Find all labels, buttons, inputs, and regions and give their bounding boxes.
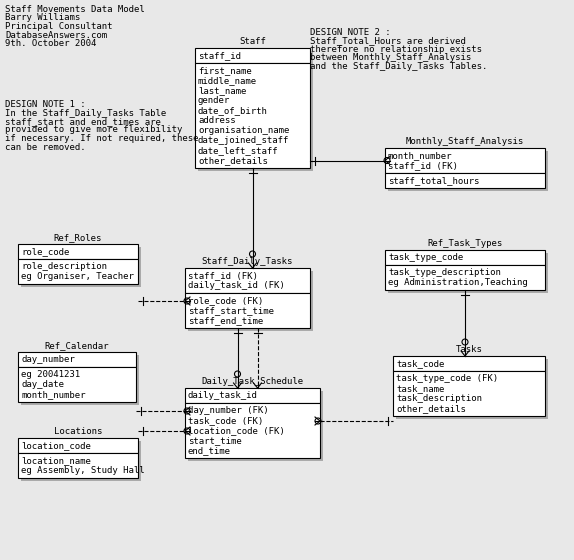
Text: task_code: task_code <box>396 359 444 368</box>
Text: In the Staff_Daily_Tasks Table: In the Staff_Daily_Tasks Table <box>5 109 166 118</box>
Bar <box>385 148 545 173</box>
Bar <box>385 173 545 188</box>
Text: staff_total_hours: staff_total_hours <box>388 176 479 185</box>
Text: and the Staff_Daily_Tasks Tables.: and the Staff_Daily_Tasks Tables. <box>310 62 487 71</box>
Text: DESIGN NOTE 1 :: DESIGN NOTE 1 : <box>5 100 86 109</box>
Bar <box>21 441 141 481</box>
Text: can be removed.: can be removed. <box>5 142 86 152</box>
Text: month_number: month_number <box>388 151 452 160</box>
Text: last_name: last_name <box>198 86 246 95</box>
Text: role_description: role_description <box>21 262 107 271</box>
Text: location_name: location_name <box>21 456 91 465</box>
Text: therefore no relationship exists: therefore no relationship exists <box>310 45 482 54</box>
Text: 9th. October 2004: 9th. October 2004 <box>5 39 96 48</box>
Text: day_date: day_date <box>21 380 64 389</box>
Text: task_code (FK): task_code (FK) <box>188 416 263 425</box>
Text: date_of_birth: date_of_birth <box>198 106 268 115</box>
Text: task_type_code (FK): task_type_code (FK) <box>396 374 498 383</box>
Bar <box>195 63 310 168</box>
Text: role_code: role_code <box>21 247 69 256</box>
Bar <box>21 355 139 405</box>
Text: address: address <box>198 116 235 125</box>
Bar <box>18 438 138 453</box>
Text: provided to give more flexibility: provided to give more flexibility <box>5 125 183 134</box>
Text: Ref_Calendar: Ref_Calendar <box>45 341 109 350</box>
Text: DESIGN NOTE 2 :: DESIGN NOTE 2 : <box>310 28 391 37</box>
Text: eg Assembly, Study Hall: eg Assembly, Study Hall <box>21 466 145 475</box>
Bar <box>185 293 310 328</box>
Text: staff_id (FK): staff_id (FK) <box>188 271 258 280</box>
Text: Staff_Total_Hours are derived: Staff_Total_Hours are derived <box>310 36 466 45</box>
Text: task_description: task_description <box>396 394 482 403</box>
Text: day_number (FK): day_number (FK) <box>188 406 269 415</box>
Bar <box>18 453 138 478</box>
Text: Staff_Daily_Tasks: Staff_Daily_Tasks <box>202 257 293 266</box>
Bar <box>185 403 320 458</box>
Bar <box>188 271 313 331</box>
Text: end_time: end_time <box>188 446 231 455</box>
Text: Staff: Staff <box>239 37 266 46</box>
Text: staff_id (FK): staff_id (FK) <box>388 161 458 170</box>
Text: Ref_Roles: Ref_Roles <box>54 233 102 242</box>
Text: gender: gender <box>198 96 230 105</box>
Text: first_name: first_name <box>198 66 252 75</box>
Text: other_details: other_details <box>198 156 268 165</box>
Text: task_type_description: task_type_description <box>388 268 501 277</box>
Text: if necessary. If not required, these: if necessary. If not required, these <box>5 134 199 143</box>
Text: Daily_Task_Schedule: Daily_Task_Schedule <box>201 377 304 386</box>
Text: staff_start_time: staff_start_time <box>188 306 274 315</box>
Bar <box>388 151 548 191</box>
Bar <box>195 48 310 63</box>
Text: Ref_Task_Types: Ref_Task_Types <box>428 239 503 248</box>
Bar <box>385 265 545 290</box>
Bar <box>393 371 545 416</box>
Text: month_number: month_number <box>21 390 86 399</box>
Bar <box>188 391 323 461</box>
Text: start_time: start_time <box>188 436 242 445</box>
Text: location_code (FK): location_code (FK) <box>188 426 285 435</box>
Text: middle_name: middle_name <box>198 76 257 85</box>
Bar <box>198 51 313 171</box>
Text: daily_task_id (FK): daily_task_id (FK) <box>188 281 285 290</box>
Text: role_code (FK): role_code (FK) <box>188 296 263 305</box>
Bar <box>18 352 136 367</box>
Text: eg Administration,Teaching: eg Administration,Teaching <box>388 278 528 287</box>
Text: Locations: Locations <box>54 427 102 436</box>
Text: date_joined_staff: date_joined_staff <box>198 136 289 145</box>
Text: staff_id: staff_id <box>198 51 241 60</box>
Bar <box>185 388 320 403</box>
Text: between Monthly_Staff_Analysis: between Monthly_Staff_Analysis <box>310 54 471 63</box>
Bar <box>18 259 138 284</box>
Text: Staff Movements Data Model: Staff Movements Data Model <box>5 5 145 14</box>
Bar <box>21 247 141 287</box>
Text: day_number: day_number <box>21 355 75 364</box>
Text: staff_start and end_times are: staff_start and end_times are <box>5 117 161 126</box>
Bar <box>388 253 548 293</box>
Text: task_type_code: task_type_code <box>388 253 463 262</box>
Text: task_name: task_name <box>396 384 444 393</box>
Text: date_left_staff: date_left_staff <box>198 146 278 155</box>
Text: Principal Consultant: Principal Consultant <box>5 22 113 31</box>
Bar <box>396 359 548 419</box>
Bar <box>393 356 545 371</box>
Text: Monthly_Staff_Analysis: Monthly_Staff_Analysis <box>406 137 524 146</box>
Text: daily_task_id: daily_task_id <box>188 391 258 400</box>
Bar <box>185 268 310 293</box>
Bar <box>18 367 136 402</box>
Text: eg 20041231: eg 20041231 <box>21 370 80 379</box>
Text: staff_end_time: staff_end_time <box>188 316 263 325</box>
Text: organisation_name: organisation_name <box>198 126 289 135</box>
Text: DatabaseAnswers.com: DatabaseAnswers.com <box>5 30 107 40</box>
Bar <box>18 244 138 259</box>
Bar <box>385 250 545 265</box>
Text: Tasks: Tasks <box>456 345 482 354</box>
Text: other_details: other_details <box>396 404 466 413</box>
Text: eg Organiser, Teacher: eg Organiser, Teacher <box>21 272 134 281</box>
Text: location_code: location_code <box>21 441 91 450</box>
Text: Barry Williams: Barry Williams <box>5 13 80 22</box>
